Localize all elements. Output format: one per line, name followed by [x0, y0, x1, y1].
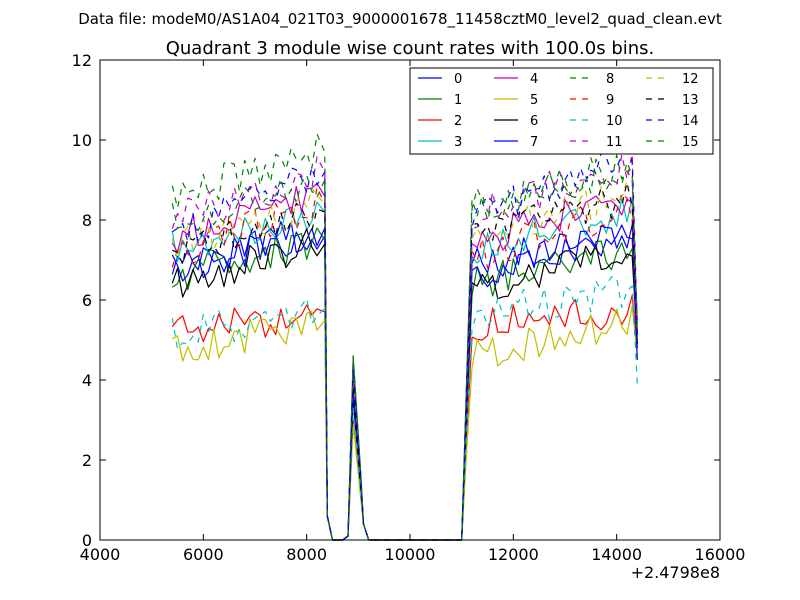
- y-tick-label: 12: [72, 51, 92, 70]
- plot-frame: [99, 59, 721, 541]
- x-tick-label: 16000: [695, 545, 746, 564]
- x-tick-label: 14000: [591, 545, 642, 564]
- legend-label-12: 12: [682, 72, 699, 87]
- legend-label-14: 14: [682, 114, 699, 129]
- y-tick-label: 0: [82, 531, 92, 550]
- series-line-9: [171, 186, 638, 541]
- series-line-12: [171, 180, 638, 541]
- y-tick-label: 8: [82, 211, 92, 230]
- chart-title: Quadrant 3 module wise count rates with …: [166, 38, 655, 59]
- series-line-15: [171, 158, 638, 541]
- legend-label-8: 8: [606, 72, 614, 87]
- x-tick-label: 12000: [488, 545, 539, 564]
- series-line-6: [171, 228, 638, 541]
- series-line-10: [171, 276, 638, 541]
- legend-label-10: 10: [606, 114, 623, 129]
- series-line-4: [171, 183, 638, 541]
- x-tick-label: 8000: [286, 545, 327, 564]
- plot-lines: [171, 133, 638, 541]
- legend-frame: [409, 67, 714, 155]
- series-line-2: [171, 294, 638, 541]
- series-line-5: [172, 305, 638, 541]
- y-tick-label: 6: [82, 291, 92, 310]
- y-tick-label: 4: [82, 371, 92, 390]
- legend-label-1: 1: [454, 93, 462, 108]
- figure-suptitle: Data file: modeM0/AS1A04_021T03_90000016…: [78, 10, 722, 29]
- axis-ticks: 4000 6000 8000 10000 12000 14000 1600002468101…: [72, 51, 746, 564]
- legend-label-6: 6: [530, 114, 538, 129]
- legend-label-9: 9: [606, 93, 614, 108]
- legend-label-7: 7: [530, 135, 538, 150]
- x-offset-label: +2.4798e8: [631, 563, 720, 582]
- series-line-1: [171, 227, 638, 541]
- x-tick-label: 6000: [183, 545, 224, 564]
- legend-label-5: 5: [530, 93, 538, 108]
- legend-label-0: 0: [454, 72, 462, 87]
- y-tick-label: 10: [72, 131, 92, 150]
- series-line-0: [171, 224, 638, 541]
- legend-label-13: 13: [682, 93, 699, 108]
- legend-label-4: 4: [530, 72, 538, 87]
- legend-label-3: 3: [454, 135, 462, 150]
- x-tick-label: 10000: [385, 545, 436, 564]
- legend-label-2: 2: [454, 114, 462, 129]
- legend-label-15: 15: [682, 135, 699, 150]
- y-tick-label: 2: [82, 451, 92, 470]
- x-tick-label: 4000: [80, 545, 121, 564]
- series-line-11: [171, 153, 638, 541]
- series-line-13: [172, 182, 638, 541]
- legend-label-11: 11: [606, 135, 623, 150]
